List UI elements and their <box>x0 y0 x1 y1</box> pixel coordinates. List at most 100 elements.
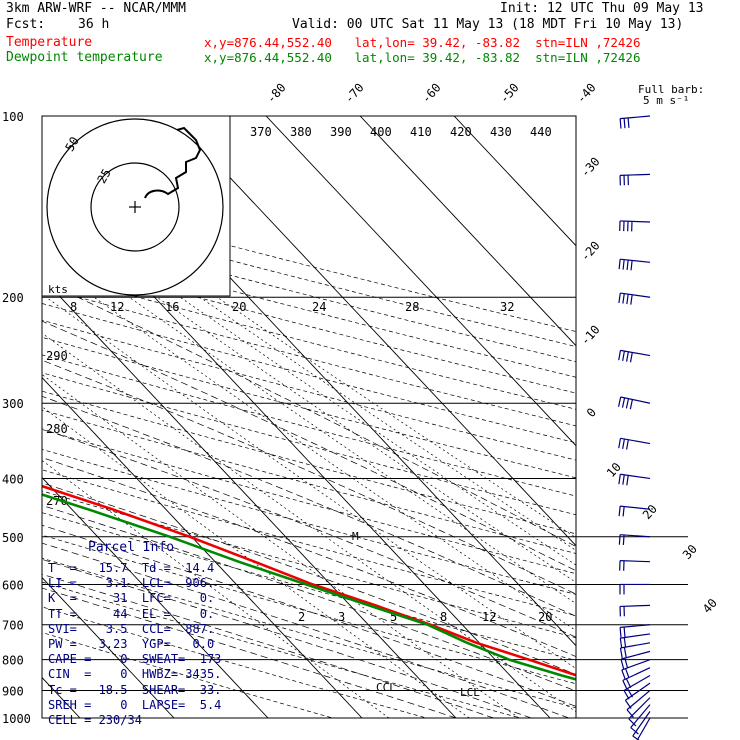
mixing-ratio-label: 16 <box>165 300 179 314</box>
temperature-location: x,y=876.44,552.40 lat,lon= 39.42, -83.82… <box>204 35 641 50</box>
wind-barb <box>619 115 651 129</box>
wind-barb <box>624 682 651 709</box>
wind-barb <box>618 258 651 271</box>
dry-adiabat <box>42 319 576 461</box>
dry-adiabat <box>42 336 576 479</box>
parcel-info-row: SVI= 3.5 CCL= 887. <box>48 621 215 636</box>
isotherm-line <box>171 116 576 547</box>
dry-adiabat <box>42 490 576 639</box>
pressure-tick-label: 100 <box>2 110 24 124</box>
dry-adiabat <box>42 224 576 363</box>
wind-barb <box>623 674 651 700</box>
isotherm-label: 30 <box>680 542 700 562</box>
wind-barb <box>618 437 651 450</box>
pressure-tick-label: 900 <box>2 684 24 698</box>
mixing-ratio-label: 5 <box>390 610 397 624</box>
wind-barb <box>619 220 651 232</box>
isotherm-label: -10 <box>578 323 603 348</box>
pressure-tick-label: 700 <box>2 619 24 633</box>
wind-barb <box>618 349 651 363</box>
dry-adiabat <box>42 286 576 427</box>
dry-adiabat <box>42 512 576 661</box>
theta-label: 430 <box>490 125 512 139</box>
dewpoint-profile <box>42 493 576 681</box>
barb-legend-line2: 5 m s⁻¹ <box>643 94 689 107</box>
isotherm-line <box>42 376 363 718</box>
level-annotation: M <box>352 530 359 543</box>
forecast-label: Fcst: <box>6 17 46 32</box>
wind-barb <box>621 659 651 680</box>
moist-adiabat <box>77 296 576 547</box>
mixing-ratio-label: 2 <box>298 610 305 624</box>
isotherm-label: -30 <box>578 155 603 180</box>
isotherm-label: 20 <box>640 502 660 522</box>
wind-barb <box>628 697 651 727</box>
isotherm-line <box>42 276 457 718</box>
parcel-info-row: CELL = 230/34 <box>48 713 142 727</box>
dry-adiabat <box>42 557 576 709</box>
hodograph-unit: kts <box>48 283 68 296</box>
theta-label: 420 <box>450 125 472 139</box>
moist-adiabat <box>42 587 457 718</box>
mixing-ratio-label: 3 <box>338 610 345 624</box>
moist-adiabat <box>42 542 569 718</box>
dry-adiabat-label: 280 <box>46 422 68 436</box>
mixing-ratio-label: 24 <box>312 300 326 314</box>
theta-label: 390 <box>330 125 352 139</box>
isotherm-label: 10 <box>604 460 624 480</box>
wind-barb <box>622 667 651 690</box>
valid-time: Valid: 00 UTC Sat 11 May 13 (18 MDT Fri … <box>292 17 684 32</box>
wind-barb <box>619 604 651 617</box>
isotherm-line <box>42 476 269 718</box>
mixing-ratio-label: 12 <box>110 300 124 314</box>
parcel-info-row: K = 31 LFC= 0. <box>48 591 215 606</box>
wind-barb <box>630 704 651 735</box>
parcel-info-row: SREH = 0 LAPSE= 5.4 <box>48 697 222 712</box>
wind-barb <box>620 650 651 669</box>
pressure-tick-label: 600 <box>2 578 24 592</box>
pressure-tick-label: 800 <box>2 654 24 668</box>
parcel-info-row: T = 15.7 Td = 14.4 <box>48 561 215 575</box>
theta-label: 380 <box>290 125 312 139</box>
wind-barb <box>618 292 651 305</box>
isotherm-line <box>453 116 576 247</box>
level-annotation: CCL <box>376 681 396 694</box>
moist-adiabat <box>42 504 576 692</box>
dry-adiabat <box>42 534 576 685</box>
isotherm-line <box>265 116 576 447</box>
pressure-tick-label: 1000 <box>2 712 31 726</box>
wind-barb <box>618 473 651 486</box>
dry-adiabat <box>42 270 576 410</box>
dry-adiabat-label: 290 <box>46 349 68 363</box>
parcel-info-row: TT = 44 EL = 0. <box>48 606 215 621</box>
dewpoint-legend-label: Dewpoint temperature <box>6 50 163 65</box>
dry-adiabat <box>42 606 427 718</box>
mixing-ratio-line <box>216 296 576 539</box>
isotherm-line <box>359 116 576 347</box>
isotherm-label: 0 <box>584 405 599 420</box>
parcel-info-panel: Parcel Info T = 15.7 Td = 14.4 LI = 3.1 L… <box>44 540 230 727</box>
parcel-info-row: LI = 3.1 LCL= 906. <box>48 576 215 591</box>
temperature-legend-label: Temperature <box>6 35 93 50</box>
wind-barb <box>619 624 651 638</box>
moist-adiabat <box>42 395 576 617</box>
mixing-ratio-label: 28 <box>405 300 419 314</box>
mixing-ratio-line <box>199 296 576 551</box>
temperature-profile <box>42 484 576 677</box>
wind-barb <box>617 396 651 410</box>
theta-label: 370 <box>250 125 272 139</box>
pressure-tick-label: 200 <box>2 291 24 305</box>
parcel-info-title: Parcel Info <box>88 540 175 555</box>
mixing-ratio-label: 20 <box>232 300 246 314</box>
isotherm-label: -60 <box>419 81 444 106</box>
mixing-ratio-label: 8 <box>440 610 447 624</box>
wind-barb <box>619 633 651 649</box>
isotherm-label: -40 <box>574 81 599 106</box>
theta-label: 400 <box>370 125 392 139</box>
level-annotation: LCL <box>460 686 480 699</box>
mixing-ratio-label: 32 <box>500 300 514 314</box>
hodograph-ring-label: 25 <box>94 166 113 186</box>
moist-adiabat <box>42 320 576 572</box>
isotherm-label: -70 <box>342 81 367 106</box>
